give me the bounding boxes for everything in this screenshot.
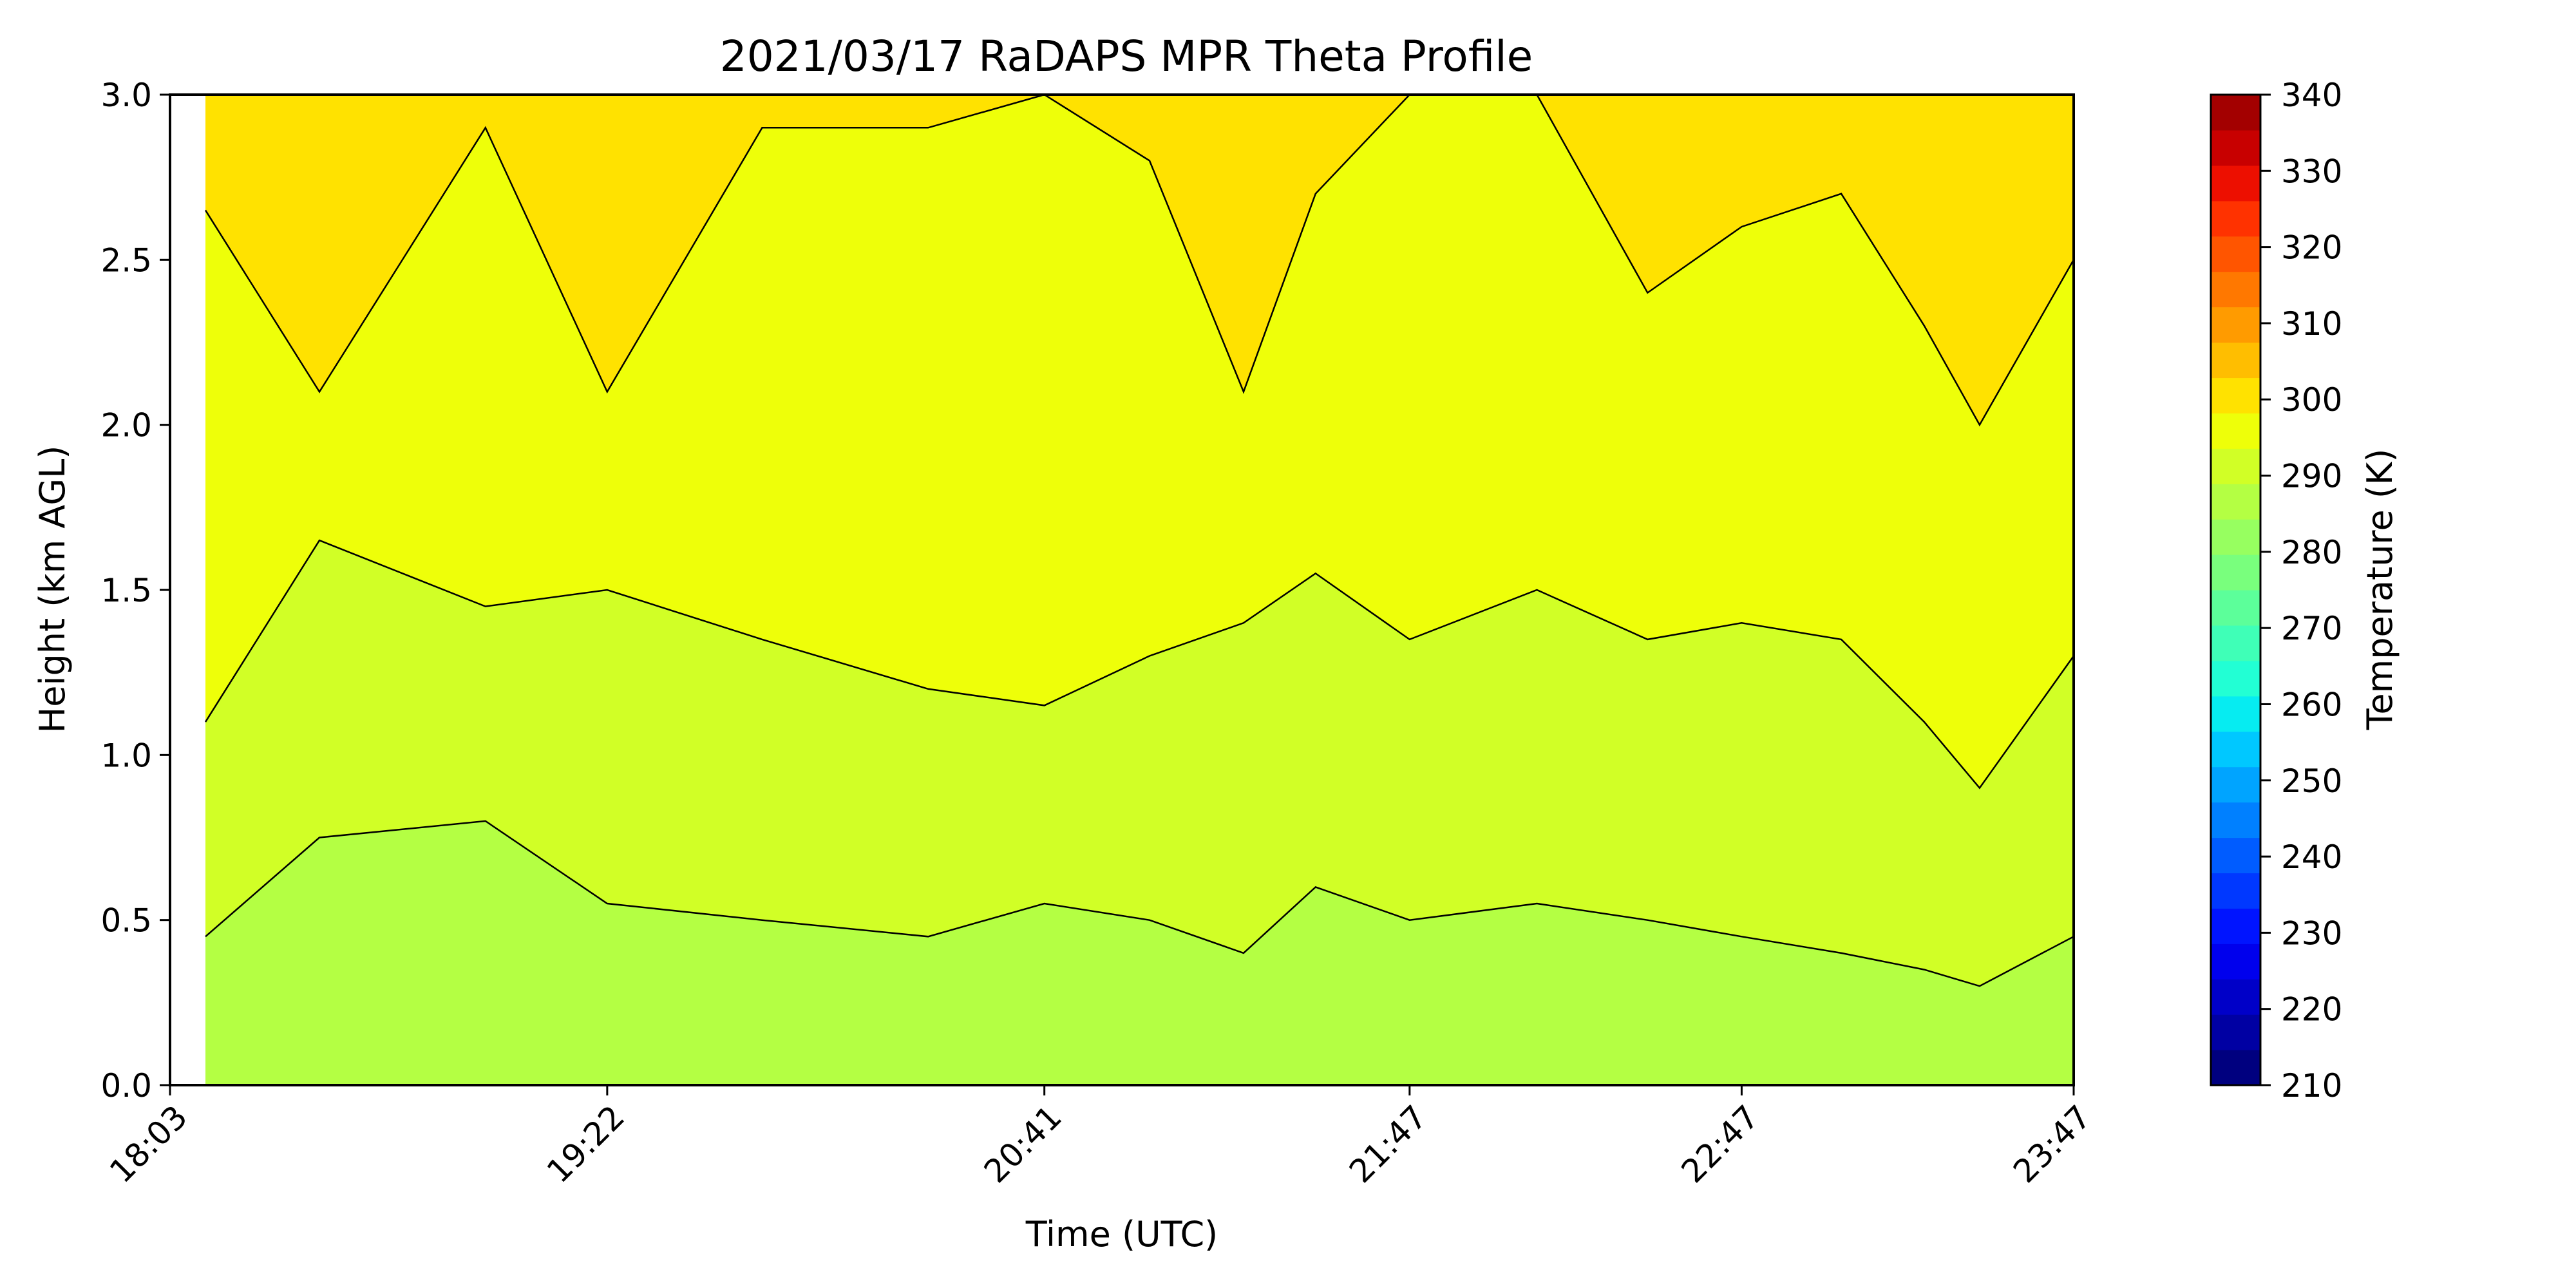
y-tick-label: 2.5 — [100, 242, 152, 279]
colorbar-tick-label: 330 — [2281, 153, 2342, 190]
colorbar-swatch — [2211, 766, 2260, 803]
colorbar-swatch — [2211, 342, 2260, 379]
colorbar-swatch — [2211, 660, 2260, 697]
isoline-290K-line — [205, 820, 2074, 987]
colorbar-swatch — [2211, 236, 2260, 272]
y-tick-label: 2.0 — [100, 407, 152, 444]
colorbar-tick-label: 250 — [2281, 762, 2342, 800]
colorbar: 210 220 230 240 250 260 270 280 290 300 310 320 330 3… — [2210, 77, 2400, 1104]
colorbar-swatch — [2211, 590, 2260, 626]
chart-title: 2021/03/17 RaDAPS MPR Theta Profile — [720, 32, 1533, 81]
colorbar-swatch — [2211, 837, 2260, 874]
y-axis-label: Height (km AGL) — [32, 446, 73, 734]
colorbar-tick-label: 220 — [2281, 991, 2342, 1028]
colorbar-swatch — [2211, 625, 2260, 661]
colorbar-swatch — [2211, 696, 2260, 732]
colorbar-swatch — [2211, 377, 2260, 413]
colorbar-swatch — [2211, 271, 2260, 308]
x-tick-label: 20:41 — [977, 1098, 1069, 1190]
colorbar-swatch — [2211, 519, 2260, 555]
plot-area — [169, 93, 2075, 1086]
colorbar-tick-label: 290 — [2281, 458, 2342, 495]
colorbar-swatch — [2211, 165, 2260, 202]
colorbar-swatch — [2211, 873, 2260, 909]
colorbar-swatch — [2211, 200, 2260, 237]
colorbar-swatch — [2211, 413, 2260, 449]
colorbar-swatch — [2211, 731, 2260, 768]
colorbar-swatch — [2211, 802, 2260, 838]
colorbar-swatch — [2211, 908, 2260, 944]
y-tick-label: 0.5 — [100, 902, 152, 940]
y-tick-label: 3.0 — [100, 77, 152, 114]
colorbar-ticks: 210 220 230 240 250 260 270 280 290 300 310 320 330 3… — [2260, 77, 2342, 1104]
band-290-295K — [205, 820, 2074, 1085]
x-tick-label: 19:22 — [540, 1098, 632, 1190]
x-tick-label: 21:47 — [1342, 1098, 1434, 1190]
x-axis-label: Time (UTC) — [1025, 1214, 1218, 1255]
colorbar-swatch — [2211, 95, 2260, 131]
colorbar-tick-label: 210 — [2281, 1067, 2342, 1104]
colorbar-tick-label: 300 — [2281, 381, 2342, 419]
colorbar-swatch — [2211, 554, 2260, 591]
y-axis-ticks: 0.0 0.5 1.0 1.5 2.0 2.5 3.0 — [100, 77, 170, 1104]
y-tick-label: 0.0 — [100, 1067, 152, 1104]
contour-lines — [204, 93, 2075, 987]
isoline-295K-line — [204, 539, 2075, 790]
x-tick-label: 23:47 — [2006, 1098, 2098, 1190]
colorbar-swatch — [2211, 1050, 2260, 1086]
y-tick-label: 1.5 — [100, 572, 152, 609]
isoline-300K-line — [204, 93, 2075, 427]
colorbar-tick-label: 260 — [2281, 686, 2342, 723]
colorbar-tick-label: 320 — [2281, 229, 2342, 267]
y-tick-label: 1.0 — [100, 737, 152, 774]
colorbar-swatch — [2211, 129, 2260, 166]
colorbar-swatch — [2211, 484, 2260, 520]
colorbar-tick-label: 340 — [2281, 77, 2342, 114]
colorbar-tick-label: 310 — [2281, 305, 2342, 343]
colorbar-tick-label: 230 — [2281, 914, 2342, 952]
x-tick-label: 18:03 — [102, 1098, 194, 1190]
colorbar-swatch — [2211, 979, 2260, 1015]
colorbar-swatch — [2211, 448, 2260, 484]
band-305-310K — [205, 95, 2074, 425]
colorbar-swatch — [2211, 943, 2260, 980]
contour-bands — [205, 95, 2074, 1085]
colorbar-tick-label: 240 — [2281, 838, 2342, 876]
x-tick-label: 22:47 — [1674, 1098, 1766, 1190]
colorbar-tick-label: 280 — [2281, 534, 2342, 571]
colorbar-swatches — [2211, 95, 2260, 1086]
colorbar-label: Temperature (K) — [2360, 449, 2400, 731]
colorbar-swatch — [2211, 1014, 2260, 1050]
colorbar-frame — [2210, 93, 2262, 1086]
colorbar-tick-label: 270 — [2281, 610, 2342, 647]
colorbar-swatch — [2211, 307, 2260, 343]
x-axis-ticks: 18:03 19:22 20:41 21:47 22:47 23:47 — [102, 1085, 2098, 1190]
